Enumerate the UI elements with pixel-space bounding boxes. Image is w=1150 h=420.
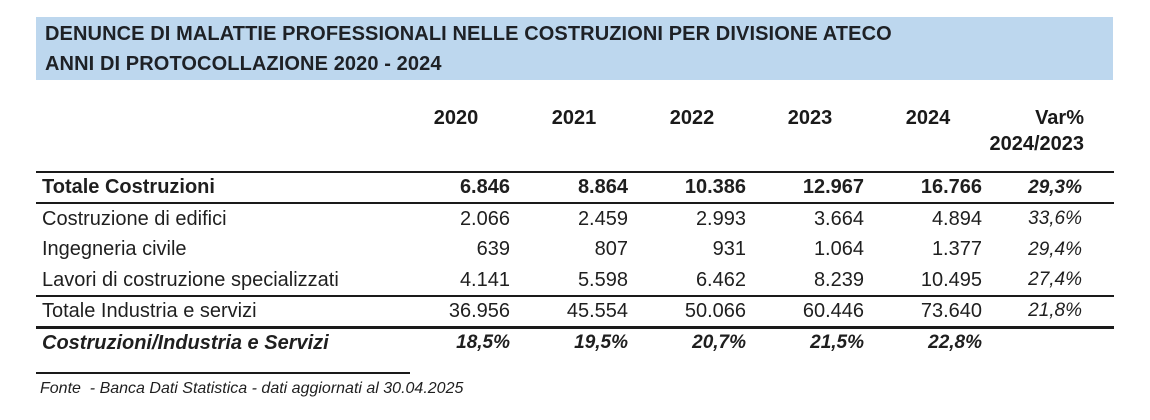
row-totale-costruzioni: Totale Costruzioni 6.846 8.864 10.386 12… — [36, 172, 1114, 203]
cell-var: 27,4% — [1028, 269, 1082, 290]
cell-label: Totale Costruzioni — [42, 176, 215, 198]
row-totale-industria-servizi: Totale Industria e servizi 36.956 45.554… — [36, 296, 1114, 327]
cell-2024: 4.894 — [931, 207, 982, 230]
footer-divider-line — [36, 372, 410, 374]
cell-2024: 73.640 — [920, 299, 982, 322]
col-header-2023: 2023 — [787, 107, 833, 129]
cell-var: 21,8% — [1028, 300, 1082, 322]
cell-2020: 2.066 — [459, 207, 510, 230]
var-header-line-2: 2024/2023 — [989, 133, 1084, 155]
cell-var: 29,4% — [1028, 238, 1082, 260]
cell-2022: 2.993 — [695, 207, 746, 230]
cell-2023: 21,5% — [810, 332, 864, 354]
col-header-2024: 2024 — [905, 107, 951, 129]
cell-2024: 10.495 — [920, 268, 982, 291]
cell-2020: 4.141 — [459, 268, 510, 291]
row-costruzione-edifici: Costruzione di edifici 2.066 2.459 2.993… — [36, 203, 1114, 234]
cell-2022: 6.462 — [695, 268, 746, 291]
cell-var — [987, 327, 1114, 358]
cell-label: Costruzione di edifici — [42, 207, 227, 230]
cell-2022: 10.386 — [684, 176, 746, 198]
col-header-2020: 2020 — [433, 107, 479, 129]
cell-2023: 60.446 — [802, 299, 864, 322]
cell-2021: 8.864 — [577, 176, 628, 198]
cell-2022: 20,7% — [692, 332, 746, 354]
cell-label: Lavori di costruzione specializzati — [42, 268, 339, 291]
cell-2021: 2.459 — [577, 207, 628, 230]
cell-2023: 12.967 — [802, 176, 864, 198]
cell-label: Ingegneria civile — [42, 238, 187, 260]
cell-2022: 931 — [712, 238, 746, 260]
cell-2024: 1.377 — [931, 238, 982, 260]
cell-2023: 3.664 — [813, 207, 864, 230]
title-banner: DENUNCE DI MALATTIE PROFESSIONALI NELLE … — [36, 17, 1113, 80]
cell-label: Costruzioni/Industria e Servizi — [42, 331, 329, 354]
source-note: Fonte - Banca Dati Statistica - dati agg… — [40, 380, 464, 397]
cell-var: 29,3% — [1028, 176, 1082, 198]
row-ratio-costruzioni-industria: Costruzioni/Industria e Servizi 18,5% 19… — [36, 327, 1114, 358]
col-header-var: Var% 2024/2023 — [987, 80, 1114, 172]
col-header-2021: 2021 — [551, 107, 597, 129]
cell-2021: 5.598 — [577, 268, 628, 291]
cell-var: 33,6% — [1028, 208, 1082, 229]
cell-2021: 19,5% — [574, 332, 628, 354]
row-lavori-specializzati: Lavori di costruzione specializzati 4.14… — [36, 265, 1114, 296]
cell-2020: 36.956 — [448, 299, 510, 322]
cell-2020: 6.846 — [459, 176, 510, 198]
header-row: 2020 2021 2022 2023 2024 Var% 2024/2023 — [36, 80, 1114, 172]
cell-label: Totale Industria e servizi — [42, 299, 257, 322]
var-header-line-1: Var% — [1035, 107, 1084, 129]
cell-2021: 45.554 — [566, 299, 628, 322]
cell-2022: 50.066 — [684, 299, 746, 322]
title-line-2: ANNI DI PROTOCOLLAZIONE 2020 - 2024 — [45, 53, 442, 75]
title-line-1: DENUNCE DI MALATTIE PROFESSIONALI NELLE … — [45, 23, 892, 45]
row-ingegneria-civile: Ingegneria civile 639 807 931 1.064 1.37… — [36, 234, 1114, 265]
cell-2024: 22,8% — [928, 332, 982, 354]
col-header-2022: 2022 — [669, 107, 715, 129]
col-header-empty — [36, 80, 397, 172]
cell-2024: 16.766 — [920, 176, 982, 198]
cell-2023: 1.064 — [813, 238, 864, 260]
stats-table: 2020 2021 2022 2023 2024 Var% 2024/2023 … — [36, 80, 1114, 358]
cell-2020: 18,5% — [456, 332, 510, 354]
cell-2021: 807 — [594, 238, 628, 260]
cell-2020: 639 — [476, 238, 510, 260]
cell-2023: 8.239 — [813, 268, 864, 291]
